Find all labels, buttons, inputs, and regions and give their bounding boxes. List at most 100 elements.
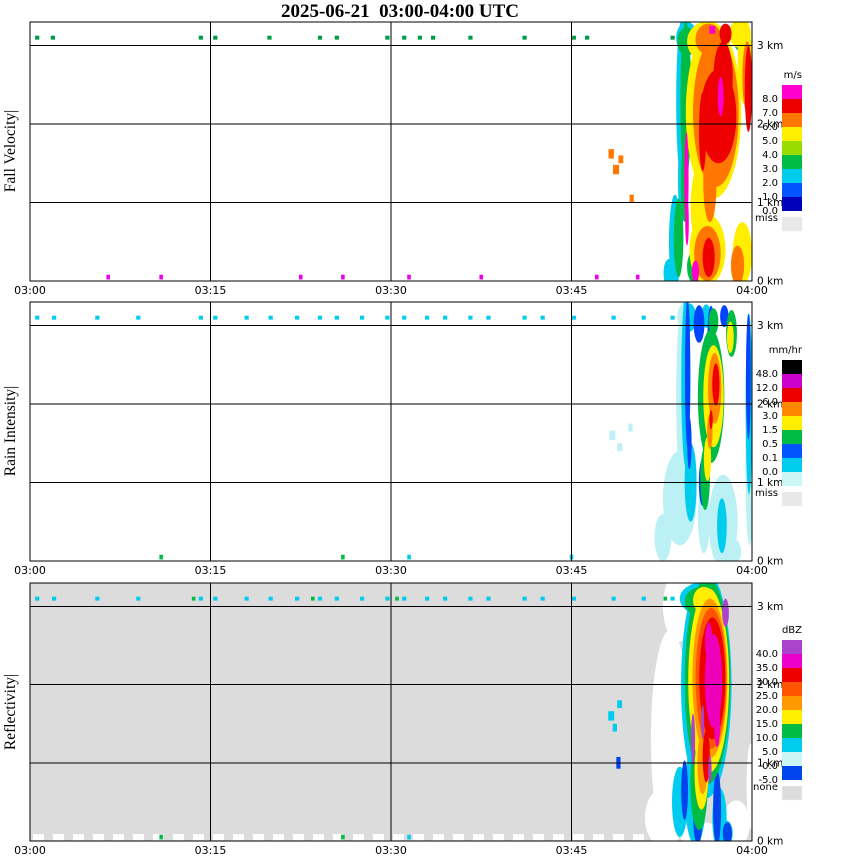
scatter-echo-mark bbox=[395, 596, 399, 601]
echo-region bbox=[673, 198, 684, 278]
x-tick-label: 04:00 bbox=[736, 564, 768, 577]
scatter-echo-mark bbox=[213, 596, 218, 601]
colorbar-value-label: 7.0 bbox=[762, 108, 778, 119]
colorbar-value-label: 0.0 bbox=[762, 761, 778, 772]
scatter-echo-mark bbox=[402, 35, 407, 40]
colorbar-missing-label: none bbox=[753, 782, 778, 793]
plot-border bbox=[29, 582, 753, 842]
scatter-echo-mark bbox=[159, 834, 163, 840]
x-tick-label: 03:30 bbox=[375, 284, 407, 297]
colorbar-value-label: 8.0 bbox=[762, 94, 778, 105]
scatter-echo-mark bbox=[641, 596, 646, 601]
scatter-echo-mark bbox=[540, 315, 545, 320]
colorbar-value-label: 10.0 bbox=[756, 733, 778, 744]
echo-region bbox=[691, 260, 700, 281]
scatter-echo-mark bbox=[334, 315, 339, 320]
plot-area-reflectivity bbox=[30, 583, 752, 841]
echo-region bbox=[708, 755, 712, 784]
echo-region bbox=[702, 730, 710, 783]
scatter-echo-mark bbox=[407, 274, 411, 280]
colorbar-missing-cell bbox=[781, 216, 803, 232]
echo-dash bbox=[628, 423, 633, 432]
colorbar-value-label: 40.0 bbox=[756, 649, 778, 660]
scatter-echo-mark bbox=[244, 315, 249, 320]
scatter-echo-mark bbox=[191, 596, 196, 601]
colorbar-unit-label: m/s bbox=[784, 70, 802, 81]
colorbar-cell bbox=[782, 155, 802, 169]
scatter-echo-mark bbox=[571, 596, 577, 601]
scatter-echo-mark bbox=[431, 35, 436, 40]
scatter-echo-mark bbox=[571, 315, 577, 320]
scatter-echo-mark bbox=[159, 554, 163, 560]
echo-region bbox=[702, 237, 715, 278]
echo-region bbox=[717, 498, 727, 554]
height-tick-label: 3 km bbox=[757, 601, 783, 613]
scatter-echo-mark bbox=[594, 274, 599, 280]
echo-region bbox=[713, 770, 722, 841]
scatter-echo-mark bbox=[663, 596, 668, 601]
echo-region bbox=[717, 76, 724, 117]
echo-region bbox=[714, 700, 721, 748]
colorbar-cell bbox=[782, 360, 802, 374]
height-tick-label: 0 km bbox=[757, 276, 783, 288]
colorbar-value-label: 5.0 bbox=[762, 747, 778, 758]
scatter-echo-mark bbox=[51, 315, 57, 320]
colorbar-value-label: 25.0 bbox=[756, 691, 778, 702]
colorbar-value-label: 15.0 bbox=[756, 719, 778, 730]
x-tick-label: 04:00 bbox=[736, 284, 768, 297]
scatter-echo-mark bbox=[402, 596, 407, 601]
x-tick-label: 03:45 bbox=[556, 284, 588, 297]
echo-region bbox=[690, 713, 696, 766]
x-tick-label: 03:15 bbox=[195, 284, 227, 297]
scatter-echo-mark bbox=[479, 274, 484, 280]
scatter-echo-mark bbox=[522, 35, 527, 40]
echo-region bbox=[693, 305, 705, 343]
scatter-echo-mark bbox=[407, 554, 411, 560]
echo-dash bbox=[609, 430, 616, 441]
scatter-echo-mark bbox=[385, 596, 390, 601]
colorbar-cell bbox=[782, 724, 802, 738]
colorbar-cell bbox=[782, 127, 802, 141]
scatter-echo-mark bbox=[35, 35, 40, 40]
scatter-echo-mark bbox=[295, 596, 300, 601]
colorbar-missing-cell bbox=[781, 491, 803, 507]
scatter-echo-mark bbox=[385, 35, 390, 40]
scatter-echo-mark bbox=[641, 315, 646, 320]
colorbar-cell bbox=[782, 654, 802, 668]
scatter-echo-mark bbox=[334, 596, 339, 601]
scatter-echo-mark bbox=[443, 596, 448, 601]
scatter-echo-mark bbox=[268, 315, 273, 320]
scatter-echo-mark bbox=[585, 35, 590, 40]
x-tick-label: 03:00 bbox=[14, 284, 46, 297]
echo-region bbox=[684, 302, 691, 448]
colorbar-cell bbox=[782, 183, 802, 197]
scatter-echo-mark bbox=[341, 554, 345, 560]
colorbar-cell bbox=[782, 416, 802, 430]
scatter-echo-mark bbox=[407, 834, 411, 840]
colorbar-cell bbox=[782, 682, 802, 696]
colorbar-value-label: 4.0 bbox=[762, 150, 778, 161]
echo-dash bbox=[617, 443, 623, 452]
scatter-echo-mark bbox=[341, 834, 345, 840]
colorbar-value-label: 0.1 bbox=[762, 453, 778, 464]
echo-dash bbox=[617, 700, 623, 709]
colorbar-cell bbox=[782, 472, 802, 486]
echo-region bbox=[709, 410, 713, 430]
echo-region bbox=[663, 259, 675, 281]
height-tick-label: 2 km bbox=[757, 679, 783, 691]
height-tick-label: 1 km bbox=[757, 197, 783, 209]
colorbar-value-label: 30.0 bbox=[756, 677, 778, 688]
echo-region bbox=[708, 308, 719, 335]
scatter-echo-mark bbox=[611, 315, 616, 320]
scatter-echo-mark bbox=[35, 315, 40, 320]
scatter-echo-mark bbox=[295, 315, 300, 320]
echo-dash bbox=[709, 25, 716, 34]
echo-region bbox=[712, 363, 720, 406]
colorbar-value-label: 2.0 bbox=[762, 178, 778, 189]
height-tick-label: 3 km bbox=[757, 40, 783, 52]
x-tick-label: 03:45 bbox=[556, 844, 588, 857]
colorbar-value-label: 1.0 bbox=[762, 192, 778, 203]
colorbar-missing-label: miss bbox=[755, 213, 778, 224]
echo-region bbox=[685, 198, 689, 246]
colorbar-cell bbox=[782, 710, 802, 724]
